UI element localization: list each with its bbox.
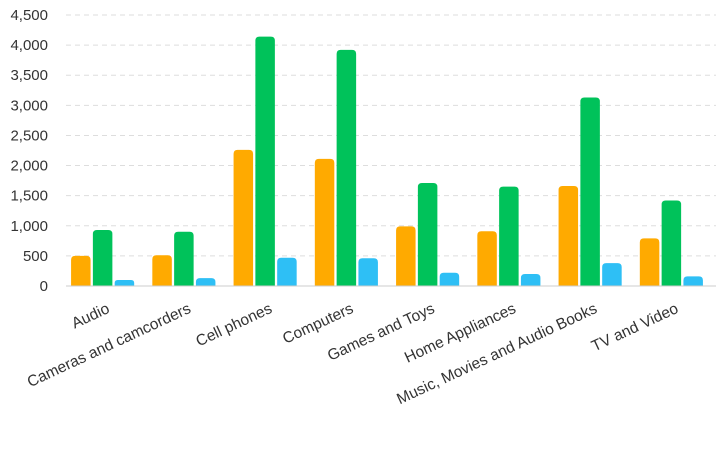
y-axis-ticks: 0 500 1,000 1,500 2,000 2,500 3,000 3,500 4,000 4… <box>10 7 48 295</box>
bar[interactable] <box>233 149 254 286</box>
bar[interactable] <box>396 226 416 286</box>
y-tick-label: 2,500 <box>10 127 48 144</box>
bar[interactable] <box>639 238 660 286</box>
bar[interactable] <box>314 158 335 286</box>
bar[interactable] <box>174 231 194 286</box>
y-tick-label: 4,500 <box>10 7 48 24</box>
bar[interactable] <box>71 255 91 286</box>
bar[interactable] <box>558 186 579 286</box>
y-tick-label: 4,000 <box>10 37 48 54</box>
x-tick-label: TV and Video <box>589 300 681 355</box>
y-tick-label: 0 <box>40 278 48 295</box>
bar[interactable] <box>499 186 519 286</box>
y-tick-label: 1,000 <box>10 218 48 235</box>
bar[interactable] <box>92 229 113 286</box>
bar[interactable] <box>417 183 438 286</box>
bar[interactable] <box>520 273 541 286</box>
bar[interactable] <box>477 231 497 286</box>
x-tick-label: Cell phones <box>193 300 275 350</box>
y-tick-label: 1,500 <box>10 188 48 205</box>
bar[interactable] <box>195 278 216 286</box>
y-tick-label: 2,000 <box>10 158 48 175</box>
bar[interactable] <box>661 200 682 286</box>
bar[interactable] <box>602 263 622 286</box>
y-tick-label: 3,000 <box>10 97 48 114</box>
y-tick-label: 500 <box>23 248 48 265</box>
bar[interactable] <box>336 49 357 286</box>
bar[interactable] <box>277 257 297 286</box>
bar[interactable] <box>358 258 378 286</box>
bars <box>71 36 703 287</box>
gridlines <box>66 14 716 257</box>
bar[interactable] <box>255 36 275 287</box>
bar[interactable] <box>683 276 703 286</box>
bar[interactable] <box>439 272 460 286</box>
y-tick-label: 3,500 <box>10 67 48 84</box>
bar[interactable] <box>580 97 600 286</box>
x-tick-label: Audio <box>69 300 112 332</box>
bar[interactable] <box>114 279 135 286</box>
bar[interactable] <box>152 255 172 286</box>
